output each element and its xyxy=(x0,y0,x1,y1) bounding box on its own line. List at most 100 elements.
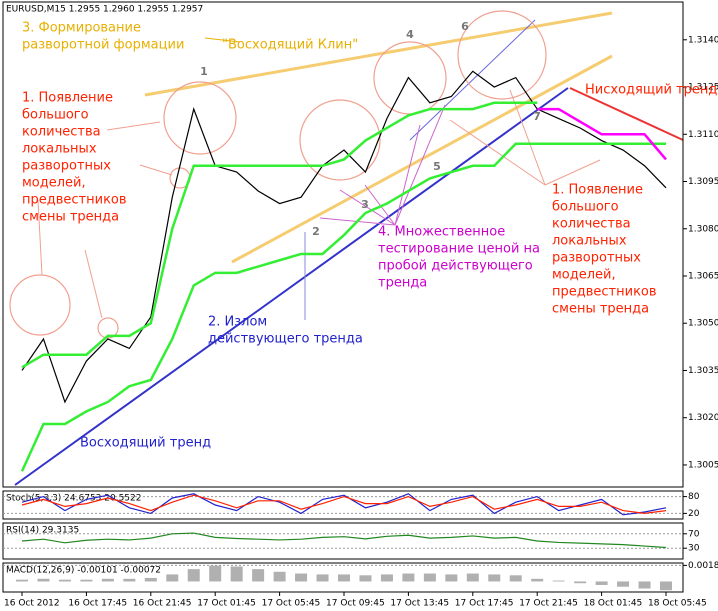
series-line xyxy=(21,494,667,515)
panel-frame xyxy=(2,1,684,488)
bar xyxy=(445,574,458,582)
annotation: моделей, xyxy=(552,268,616,283)
panel-frame xyxy=(2,522,684,560)
bar xyxy=(37,578,50,582)
bar xyxy=(466,573,479,582)
down-trend xyxy=(569,87,684,141)
marker-label: 6 xyxy=(461,20,469,33)
x-tick-label: 16 Oct 2012 xyxy=(4,599,60,609)
bar xyxy=(359,575,372,582)
bar xyxy=(230,566,243,582)
y-tick-label: 80 xyxy=(688,492,700,502)
annotation: локальных xyxy=(552,234,627,249)
panel-title: EURUSD,M15 1.2955 1.2960 1.2955 1.2957 xyxy=(6,5,203,15)
bar xyxy=(531,578,544,582)
bar xyxy=(380,574,393,582)
panel-frame xyxy=(2,562,684,593)
bar xyxy=(80,579,93,582)
trend-line-2 xyxy=(409,19,536,141)
series-line xyxy=(21,493,667,516)
series-line xyxy=(20,142,666,472)
bar xyxy=(187,569,200,582)
annotation: разворотных xyxy=(552,251,641,266)
x-tick-label: 18 Oct 05:45 xyxy=(648,599,707,609)
bar xyxy=(338,574,350,582)
annotation: разворотной формации xyxy=(22,38,184,53)
annotation: смены тренда xyxy=(22,210,119,225)
series-line xyxy=(21,101,538,369)
x-tick-label: 17 Oct 13:45 xyxy=(390,599,449,609)
annotation: локальных xyxy=(22,142,97,157)
bar xyxy=(209,565,222,582)
panel-title: Stoch(5,3,3) 24.6753 20.5522 xyxy=(6,494,141,504)
bar xyxy=(166,574,179,582)
marker-label: 7 xyxy=(533,110,541,123)
bar xyxy=(423,573,436,582)
y-tick-label: 1.3020 xyxy=(688,413,718,423)
bar xyxy=(552,580,565,582)
bar xyxy=(574,581,587,584)
x-tick-label: 17 Oct 09:45 xyxy=(326,599,385,609)
bar xyxy=(617,581,630,587)
marker-label: 1 xyxy=(200,65,208,78)
bar xyxy=(488,574,501,582)
x-tick-label: 17 Oct 21:45 xyxy=(519,599,578,609)
annotation: 3. Формирование xyxy=(22,21,141,36)
annotation: количества xyxy=(552,217,631,232)
annotation: большого xyxy=(22,108,89,123)
bar xyxy=(402,573,415,582)
panel-title: RSI(14) 29.3135 xyxy=(6,526,79,536)
decorations xyxy=(9,10,684,486)
panel-title: MACD(12,26,9) -0.00101 -0.00072 xyxy=(6,566,161,576)
x-tick-label: 17 Oct 05:45 xyxy=(262,599,321,609)
annotation: Нисходящий тренд xyxy=(585,83,717,98)
test-arrows xyxy=(319,104,446,226)
marker-label: 4 xyxy=(406,28,414,41)
annotation: тестирование ценой на xyxy=(378,242,540,257)
annotation: тренда xyxy=(378,276,427,291)
x-tick-label: 18 Oct 01:45 xyxy=(584,599,643,609)
y-tick-label: 1.3050 xyxy=(688,319,718,329)
annotation: 4. Множественное xyxy=(378,225,505,240)
bar xyxy=(595,581,608,585)
y-tick-label: 20 xyxy=(688,509,700,519)
annotation: 1. Появление xyxy=(552,183,643,198)
annotation: действующего тренда xyxy=(208,332,363,347)
trend-line xyxy=(14,87,569,486)
annotation: пробой действующего xyxy=(378,259,533,274)
annotation: 2. Излом xyxy=(208,315,267,330)
annotation: моделей, xyxy=(22,176,86,191)
annotation: смены тренда xyxy=(552,302,649,317)
bar xyxy=(16,579,28,582)
annotation: разворотных xyxy=(22,159,111,174)
y-tick-label: 1.3110 xyxy=(688,130,718,140)
y-tick-label: 1.3005 xyxy=(688,460,718,470)
bar xyxy=(101,578,114,582)
annotation: предвестников xyxy=(22,193,127,208)
bar xyxy=(316,574,329,582)
panel-frame xyxy=(2,490,684,520)
bar xyxy=(58,579,71,582)
x-tick-label: 17 Oct 17:45 xyxy=(455,599,514,609)
series-line xyxy=(21,70,667,404)
y-tick-label: 0.00183 xyxy=(688,561,718,571)
x-tick-label: 16 Oct 17:45 xyxy=(68,599,127,609)
annotation: предвестников xyxy=(552,285,657,300)
series-line xyxy=(537,107,667,161)
bar xyxy=(273,571,286,582)
annotation: Восходящий тренд xyxy=(80,436,211,451)
bar xyxy=(252,569,265,582)
wedge-upper xyxy=(144,11,613,97)
y-tick-label: 70 xyxy=(688,529,700,539)
y-tick-label: 1.3125 xyxy=(688,83,718,93)
marker-label: 2 xyxy=(312,225,320,238)
bar xyxy=(295,573,308,582)
annotation: 1. Появление xyxy=(22,91,113,106)
annotation: количества xyxy=(22,125,101,140)
bar xyxy=(660,581,672,591)
pointer-lines xyxy=(37,37,601,319)
bar xyxy=(123,578,136,582)
bar xyxy=(638,581,651,589)
marker-label: 5 xyxy=(433,160,441,173)
